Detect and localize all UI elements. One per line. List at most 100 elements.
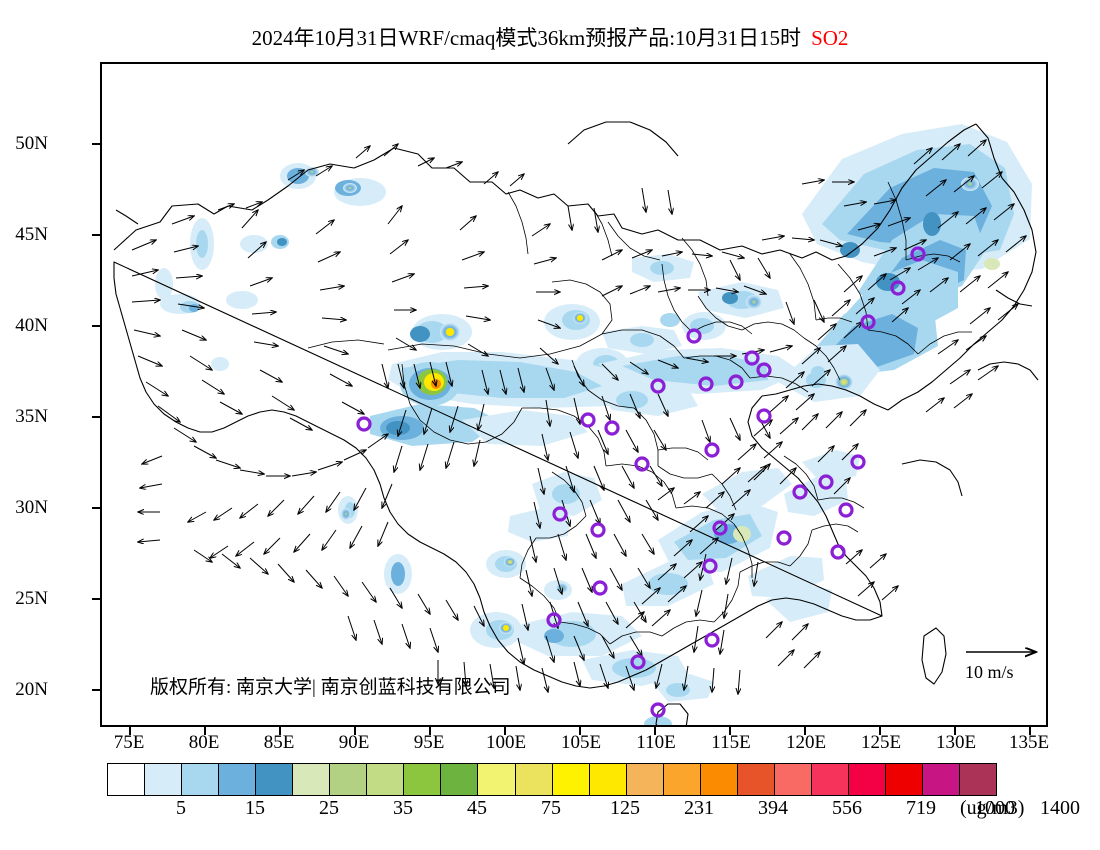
city-marker [546,612,562,628]
y-tick-mark [92,234,100,236]
colorbar-cell [923,764,961,795]
y-axis-label: 25N [15,588,48,609]
colorbar-cell [960,764,997,795]
x-tick-mark [354,727,356,735]
title-species: SO2 [811,26,849,50]
y-tick-mark [92,689,100,691]
colorbar-cell [219,764,257,795]
map-plot-area[interactable] [100,62,1048,727]
colorbar-tick: 125 [610,797,640,819]
colorbar-cell [478,764,516,795]
city-marker [712,520,728,536]
city-marker [728,374,744,390]
colorbar-cell [774,764,812,795]
colorbar-cell [626,764,664,795]
x-tick-mark [279,727,281,735]
city-marker [756,408,772,424]
colorbar-tick: 15 [245,797,265,819]
colorbar-tick: 45 [467,797,487,819]
x-tick-mark [204,727,206,735]
colorbar-cell [293,764,331,795]
x-axis-label: 120E [785,732,827,753]
colorbar-cell [663,764,701,795]
province-boundaries [307,181,972,645]
y-tick-mark [92,416,100,418]
city-marker [590,522,606,538]
colorbar-cell [145,764,183,795]
wind-scale-legend: 10 m/s [960,640,1070,686]
colorbar[interactable] [107,763,997,796]
y-tick-mark [92,507,100,509]
city-marker [698,376,714,392]
city-marker [744,350,760,366]
x-tick-mark [579,727,581,735]
x-tick-mark [954,727,956,735]
city-marker [792,484,808,500]
colorbar-cell [700,764,738,795]
x-axis-label: 75E [113,732,145,753]
y-axis-label: 50N [15,133,48,154]
x-tick-mark [1029,727,1031,735]
colorbar-cell [885,764,924,795]
colorbar-tick: 719 [906,797,936,819]
city-marker [634,456,650,472]
city-marker [704,632,720,648]
x-tick-mark [729,727,731,735]
colorbar-cell [589,764,627,795]
colorbar-tick: 1000 [975,797,1015,819]
colorbar-tick: 75 [541,797,561,819]
x-tick-mark [129,727,131,735]
city-marker [702,558,718,574]
y-axis-label: 20N [15,679,48,700]
colorbar-tick: 231 [684,797,714,819]
colorbar-cell [330,764,368,795]
city-marker [580,412,596,428]
city-marker [818,474,834,490]
x-tick-mark [879,727,881,735]
city-marker [850,454,866,470]
title-main: 2024年10月31日WRF/cmaq模式36km预报产品:10月31日15时 [251,26,802,50]
x-axis-label: 95E [413,732,445,753]
copyright-notice: 版权所有: 南京大学| 南京创蓝科技有限公司 [150,677,511,698]
x-tick-mark [654,727,656,735]
city-marker [890,280,906,296]
city-marker [686,328,702,344]
arrow-right-icon [966,640,1070,666]
city-marker [650,702,666,718]
wind-scale-label: 10 m/s [965,662,1014,682]
colorbar-cell [441,764,479,795]
colorbar-cell [182,764,220,795]
city-marker [776,530,792,546]
colorbar-cell [552,764,590,795]
colorbar-tick: 394 [758,797,788,819]
city-markers[interactable] [356,246,926,718]
colorbar-cell [404,764,442,795]
y-axis-label: 45N [15,224,48,245]
colorbar-cell [515,764,553,795]
x-tick-mark [504,727,506,735]
city-marker [830,544,846,560]
city-marker [910,246,926,262]
colorbar-cell [848,764,886,795]
city-marker [650,378,666,394]
colorbar-cell [108,764,146,795]
wind-vectors [131,140,1026,694]
map-canvas [113,121,1039,725]
colorbar-cell [811,764,849,795]
x-tick-mark [804,727,806,735]
city-marker [756,362,772,378]
city-marker [630,654,646,670]
colorbar-tick: 35 [393,797,413,819]
y-tick-mark [92,143,100,145]
colorbar-tick: 556 [832,797,862,819]
colorbar-tick: 5 [176,797,186,819]
x-axis-label: 130E [935,732,977,753]
x-axis-label: 85E [263,732,295,753]
city-marker [592,580,608,596]
x-axis-label: 125E [860,732,902,753]
colorbar-cell [256,764,294,795]
colorbar-tick: 25 [319,797,339,819]
x-tick-mark [429,727,431,735]
country-boundaries [113,121,1039,725]
y-axis-label: 30N [15,497,48,518]
